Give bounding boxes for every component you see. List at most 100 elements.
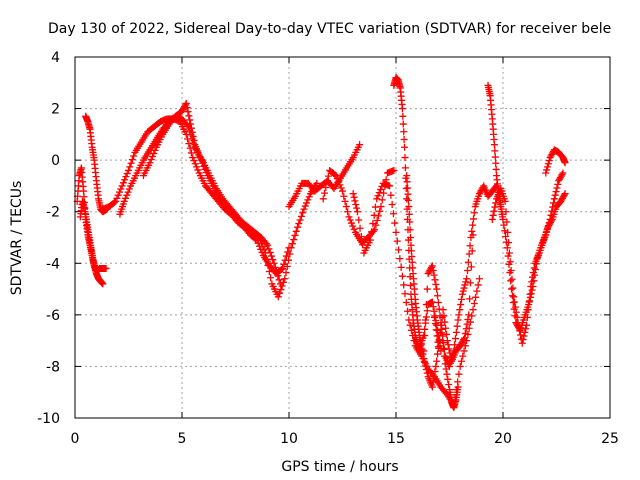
- data-point: [462, 278, 470, 286]
- data-point: [376, 207, 384, 215]
- data-point: [451, 341, 459, 349]
- data-point: [303, 199, 311, 207]
- y-tick-label: 4: [51, 50, 60, 66]
- data-point: [559, 169, 567, 177]
- data-point: [125, 185, 133, 193]
- data-point: [504, 252, 512, 260]
- data-point: [492, 165, 500, 173]
- data-point: [432, 362, 440, 370]
- data-point: [543, 166, 551, 174]
- data-point: [466, 279, 474, 287]
- data-point: [393, 237, 401, 245]
- y-tick-label: -6: [46, 308, 60, 324]
- data-point: [552, 188, 560, 196]
- data-point: [454, 383, 462, 391]
- data-point: [561, 159, 569, 167]
- data-point: [463, 275, 471, 283]
- data-point: [186, 144, 194, 152]
- data-point: [368, 228, 376, 236]
- data-point: [341, 197, 349, 205]
- data-point: [404, 307, 412, 315]
- data-point: [561, 190, 569, 198]
- data-point: [432, 280, 440, 288]
- data-point: [126, 163, 134, 171]
- data-point: [466, 295, 474, 303]
- data-point: [121, 176, 129, 184]
- data-point: [520, 332, 528, 340]
- series-s2: [76, 197, 110, 275]
- data-point: [465, 311, 473, 319]
- data-point: [299, 209, 307, 217]
- data-point: [501, 227, 509, 235]
- data-point: [262, 240, 270, 248]
- data-point: [387, 191, 395, 199]
- data-point: [407, 234, 415, 241]
- data-point: [428, 298, 436, 306]
- data-point: [500, 221, 508, 229]
- data-point: [353, 208, 361, 216]
- data-point: [337, 184, 345, 192]
- data-point: [523, 321, 531, 329]
- data-point: [456, 306, 464, 314]
- data-point: [470, 300, 478, 308]
- grid: [75, 57, 610, 418]
- data-point: [304, 196, 312, 204]
- data-point: [453, 322, 461, 330]
- data-point: [112, 197, 120, 205]
- data-point: [119, 179, 127, 187]
- data-point: [499, 215, 507, 223]
- data-point: [270, 259, 278, 267]
- data-point: [503, 244, 511, 252]
- x-tick-label: 10: [280, 431, 298, 447]
- data-point: [505, 249, 513, 257]
- data-point: [460, 284, 468, 292]
- data-point: [287, 244, 295, 252]
- data-point: [398, 272, 406, 280]
- data-point: [501, 197, 509, 205]
- data-point: [187, 120, 195, 128]
- data-point: [400, 136, 408, 144]
- data-point: [439, 306, 447, 314]
- data-point: [526, 290, 534, 298]
- data-point: [265, 245, 273, 253]
- data-point: [297, 212, 305, 220]
- series-s14: [484, 81, 567, 334]
- data-point: [276, 280, 284, 288]
- data-point: [117, 185, 125, 193]
- data-point: [558, 171, 566, 179]
- data-points: [73, 74, 569, 412]
- data-point: [417, 341, 425, 349]
- data-point: [191, 160, 199, 168]
- data-point: [455, 370, 463, 378]
- data-point: [457, 295, 465, 303]
- data-point: [422, 366, 430, 374]
- series-s8: [319, 166, 398, 247]
- data-point: [434, 350, 442, 358]
- data-point: [351, 197, 359, 205]
- data-point: [421, 358, 429, 366]
- data-point: [373, 195, 381, 203]
- data-point: [99, 280, 107, 288]
- data-point: [505, 239, 513, 247]
- data-point: [550, 195, 558, 203]
- data-point: [472, 293, 480, 301]
- data-point: [271, 263, 279, 271]
- y-tick-labels: -10 -8 -6 -4 -2 0 2 4: [37, 50, 60, 427]
- data-point: [301, 202, 309, 210]
- data-point: [283, 262, 291, 270]
- data-point: [400, 128, 408, 136]
- data-point: [110, 198, 118, 206]
- data-point: [127, 159, 135, 167]
- data-point: [458, 290, 466, 298]
- data-point: [295, 220, 303, 228]
- data-point: [459, 352, 467, 360]
- data-point: [122, 194, 130, 202]
- data-point: [128, 156, 136, 164]
- data-point: [442, 324, 450, 332]
- y-tick-label: -2: [46, 205, 60, 221]
- data-point: [455, 311, 463, 319]
- data-point: [420, 355, 428, 363]
- data-point: [423, 307, 431, 315]
- data-point: [444, 375, 452, 383]
- data-point: [366, 236, 374, 244]
